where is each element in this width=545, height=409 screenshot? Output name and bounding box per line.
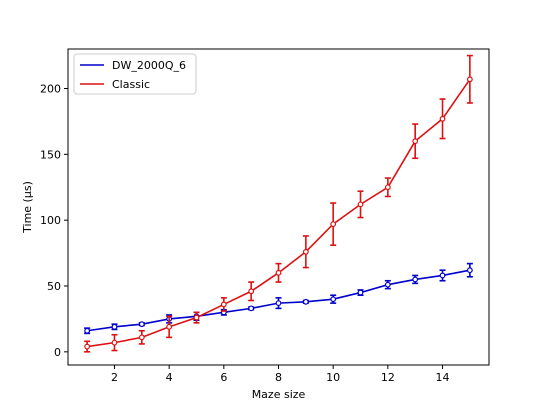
data-point xyxy=(466,267,473,274)
data-point xyxy=(84,343,91,350)
x-tick-label: 2 xyxy=(111,371,118,384)
data-point xyxy=(84,327,91,334)
plot-area-frame xyxy=(67,48,490,366)
data-point xyxy=(439,272,446,279)
data-point xyxy=(412,276,419,283)
data-point xyxy=(166,323,173,330)
x-tick-label: 6 xyxy=(220,371,227,384)
data-point xyxy=(138,321,145,328)
y-tick-label: 100 xyxy=(40,214,61,227)
data-point xyxy=(302,298,309,305)
x-tick-label: 4 xyxy=(166,371,173,384)
x-axis: 2 4 6 8 10 12 14 xyxy=(111,365,450,384)
x-tick-label: 8 xyxy=(275,371,282,384)
data-point xyxy=(248,288,255,295)
data-point xyxy=(384,184,391,191)
legend-label-classic: Classic xyxy=(112,78,150,91)
data-point xyxy=(248,305,255,312)
data-point xyxy=(275,269,282,276)
data-point xyxy=(193,314,200,321)
x-tick-label: 14 xyxy=(436,371,450,384)
y-tick-label: 200 xyxy=(40,83,61,96)
data-point xyxy=(111,339,118,346)
data-point xyxy=(220,301,227,308)
y-tick-label: 50 xyxy=(47,280,61,293)
data-point xyxy=(111,323,118,330)
y-axis-label: Time (µs) xyxy=(21,181,34,234)
legend: DW_2000Q_6 Classic xyxy=(73,53,197,95)
legend-label-dw-2000q-6: DW_2000Q_6 xyxy=(112,59,186,72)
data-point xyxy=(439,115,446,122)
data-point xyxy=(330,221,337,228)
data-point xyxy=(466,76,473,83)
data-point xyxy=(357,201,364,208)
data-point xyxy=(412,138,419,145)
x-tick-label: 10 xyxy=(326,371,340,384)
x-tick-label: 12 xyxy=(381,371,395,384)
y-tick-label: 0 xyxy=(54,346,61,359)
y-axis: 0 50 100 150 200 xyxy=(40,83,68,359)
x-axis-label: Maze size xyxy=(252,388,306,401)
data-point xyxy=(275,300,282,307)
series-dw-2000q-6 xyxy=(84,262,473,335)
plot-marks xyxy=(84,54,473,353)
data-point xyxy=(357,289,364,296)
data-point xyxy=(330,296,337,303)
series-classic xyxy=(84,54,473,353)
data-point xyxy=(302,248,309,255)
y-tick-label: 150 xyxy=(40,148,61,161)
legend-box xyxy=(73,53,197,95)
data-point xyxy=(138,334,145,341)
data-point xyxy=(384,281,391,288)
